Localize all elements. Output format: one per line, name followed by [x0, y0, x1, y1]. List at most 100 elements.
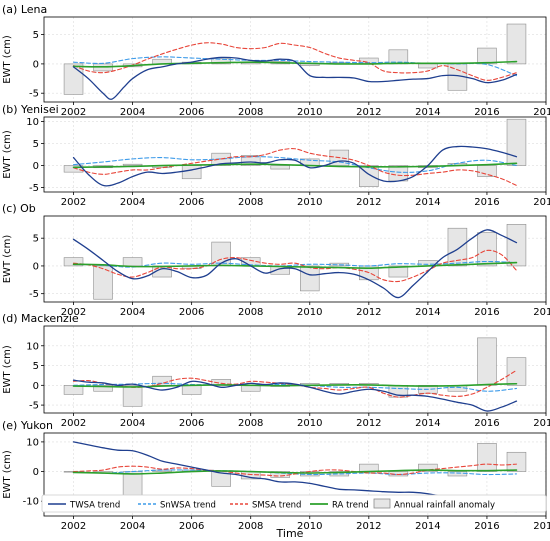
legend-label-snwsa: SnWSA trend [160, 501, 216, 511]
panel-c-xtick-label: 2002 [61, 307, 86, 318]
panel-a-xtick-label: 2008 [238, 107, 263, 118]
panel-e-xtick-label: 2002 [61, 521, 86, 532]
rainfall-anomaly-bar [477, 337, 497, 386]
rainfall-anomaly-bar [63, 257, 84, 267]
legend-label-rainfall: Annual rainfall anomaly [394, 501, 495, 511]
panel-c-plot-area [63, 224, 527, 300]
panel-a-xtick-label: 2016 [474, 107, 499, 118]
panel-a-xtick-label: 2014 [415, 107, 440, 118]
legend-item-snwsa: SnWSA trend [138, 501, 216, 511]
rainfall-anomaly-bar [93, 385, 113, 392]
snwsa-trend-line [72, 260, 518, 268]
panel-a-xtick-label: 2018 [533, 107, 550, 118]
panel-c-ytick-label: 0 [33, 261, 39, 272]
panel-c-xtick-label: 2010 [297, 307, 322, 318]
panel-b: -5 0 5 10 2002 2004 2006 2008 2010 2012 2014 2016 20… [2, 103, 550, 208]
rainfall-anomaly-bar [477, 232, 497, 267]
twsa-trend-line [72, 145, 518, 187]
panel-b-xtick-label: 2018 [533, 197, 550, 208]
rainfall-anomaly-bar [506, 118, 527, 166]
panel-d-xtick-label: 2006 [179, 418, 204, 429]
panel-e-xtick-label: 2004 [120, 521, 145, 532]
panel-b-xtick-label: 2016 [474, 197, 499, 208]
rainfall-anomaly-bar [359, 463, 379, 472]
legend-swatch-rainfall [373, 498, 391, 509]
smsa-trend-line [72, 249, 518, 283]
legend-item-twsa: TWSA trend [48, 501, 120, 511]
rainfall-anomaly-bar [122, 385, 143, 407]
panel-a-xtick-label: 2004 [120, 107, 145, 118]
panel-c-frame [43, 215, 547, 303]
panel-d-xtick-label: 2008 [238, 418, 263, 429]
panel-e-ytick-label: 10 [26, 437, 39, 448]
rainfall-anomaly-bar [270, 165, 290, 170]
panel-e-ytick-label: 0 [33, 467, 39, 478]
ra-trend-line [72, 162, 518, 169]
legend-label-twsa: TWSA trend [69, 501, 120, 511]
rainfall-anomaly-bar [388, 165, 409, 182]
panel-d: -5 0 5 10 2002 2004 2006 2008 2010 2012 2014 2016 20… [2, 312, 550, 429]
twsa-trend-line [72, 56, 518, 100]
panel-d-ytick-label: 0 [33, 381, 39, 392]
panel-d-xtick-label: 2012 [356, 418, 381, 429]
panel-a-xtick-label: 2002 [61, 107, 86, 118]
panel-d-background [44, 326, 546, 413]
panel-e-xtick-label: 2006 [179, 521, 204, 532]
panel-b-ytick-label: 0 [33, 161, 39, 172]
legend-item-rainfall: Annual rainfall anomaly [373, 498, 495, 511]
smsa-trend-line [72, 42, 518, 81]
panel-a-background [44, 17, 546, 102]
panel-a-xtick-label: 2012 [356, 107, 381, 118]
panel-b-xtick-label: 2012 [356, 197, 381, 208]
panel-a: -5 0 5 2002 2004 2006 2008 2010 2012 2014 2016 2018… [2, 3, 550, 118]
rainfall-anomaly-bar [181, 165, 202, 180]
legend-label-ra: RA trend [332, 501, 369, 511]
smsa-trend-line [72, 463, 518, 477]
panel-b-ytick-label: 5 [33, 139, 39, 150]
panel-b-xtick-label: 2014 [415, 197, 440, 208]
panel-a-ytick-label: -5 [29, 89, 39, 100]
rainfall-anomaly-bar [418, 463, 438, 472]
panel-b-xtick-label: 2004 [120, 197, 145, 208]
panel-c-xtick-label: 2008 [238, 307, 263, 318]
panel-b-xtick-label: 2008 [238, 197, 263, 208]
snwsa-trend-line [72, 156, 518, 173]
panel-e: -10 0 10 2002 2004 2006 2008 2010 2012 2014 2016 20… [2, 419, 550, 532]
panel-c-ytick-label: 5 [33, 234, 39, 245]
panel-e-xtick-label: 2010 [297, 521, 322, 532]
twsa-trend-line [72, 379, 518, 412]
rainfall-anomaly-bar [477, 443, 497, 472]
panel-b-ytick-label: -5 [29, 183, 39, 194]
rainfall-anomaly-bar [447, 227, 468, 267]
panel-d-xtick-label: 2010 [297, 418, 322, 429]
panel-b-plot-area [63, 118, 527, 188]
panel-a-plot-area [63, 23, 527, 100]
rainfall-anomaly-bar [93, 265, 113, 300]
panel-d-xtick-label: 2014 [415, 418, 440, 429]
panel-c-background [44, 216, 546, 302]
panel-c-xtick-label: 2004 [120, 307, 145, 318]
legend-frame [41, 494, 547, 513]
legend-item-smsa: SMSA trend [230, 501, 301, 511]
panel-a-ytick-label: 5 [33, 30, 39, 41]
x-axis-label: Time [276, 527, 304, 540]
legend-label-smsa: SMSA trend [252, 501, 301, 511]
rainfall-anomaly-bar [300, 265, 320, 292]
panel-e-frame [43, 432, 547, 517]
panel-b-background [44, 117, 546, 192]
rainfall-anomaly-bar [418, 63, 438, 69]
panel-b-ytick-label: 10 [26, 117, 39, 128]
panel-e-xtick-label: 2012 [356, 521, 381, 532]
panel-b-xtick-label: 2010 [297, 197, 322, 208]
panel-a-xtick-label: 2010 [297, 107, 322, 118]
panel-d-ytick-label: 10 [26, 341, 39, 352]
panel-b-ylabel: EWT (cm) [2, 130, 13, 179]
rainfall-anomaly-bar [240, 155, 261, 166]
rainfall-anomaly-bar [506, 357, 527, 386]
panel-e-ytick-label: -10 [23, 497, 39, 508]
panel-d-xtick-label: 2004 [120, 418, 145, 429]
panel-c-ylabel: EWT (cm) [2, 235, 13, 284]
panel-c-xtick-label: 2014 [415, 307, 440, 318]
panel-d-ytick-label: 5 [33, 361, 39, 372]
panel-d-xtick-label: 2016 [474, 418, 499, 429]
